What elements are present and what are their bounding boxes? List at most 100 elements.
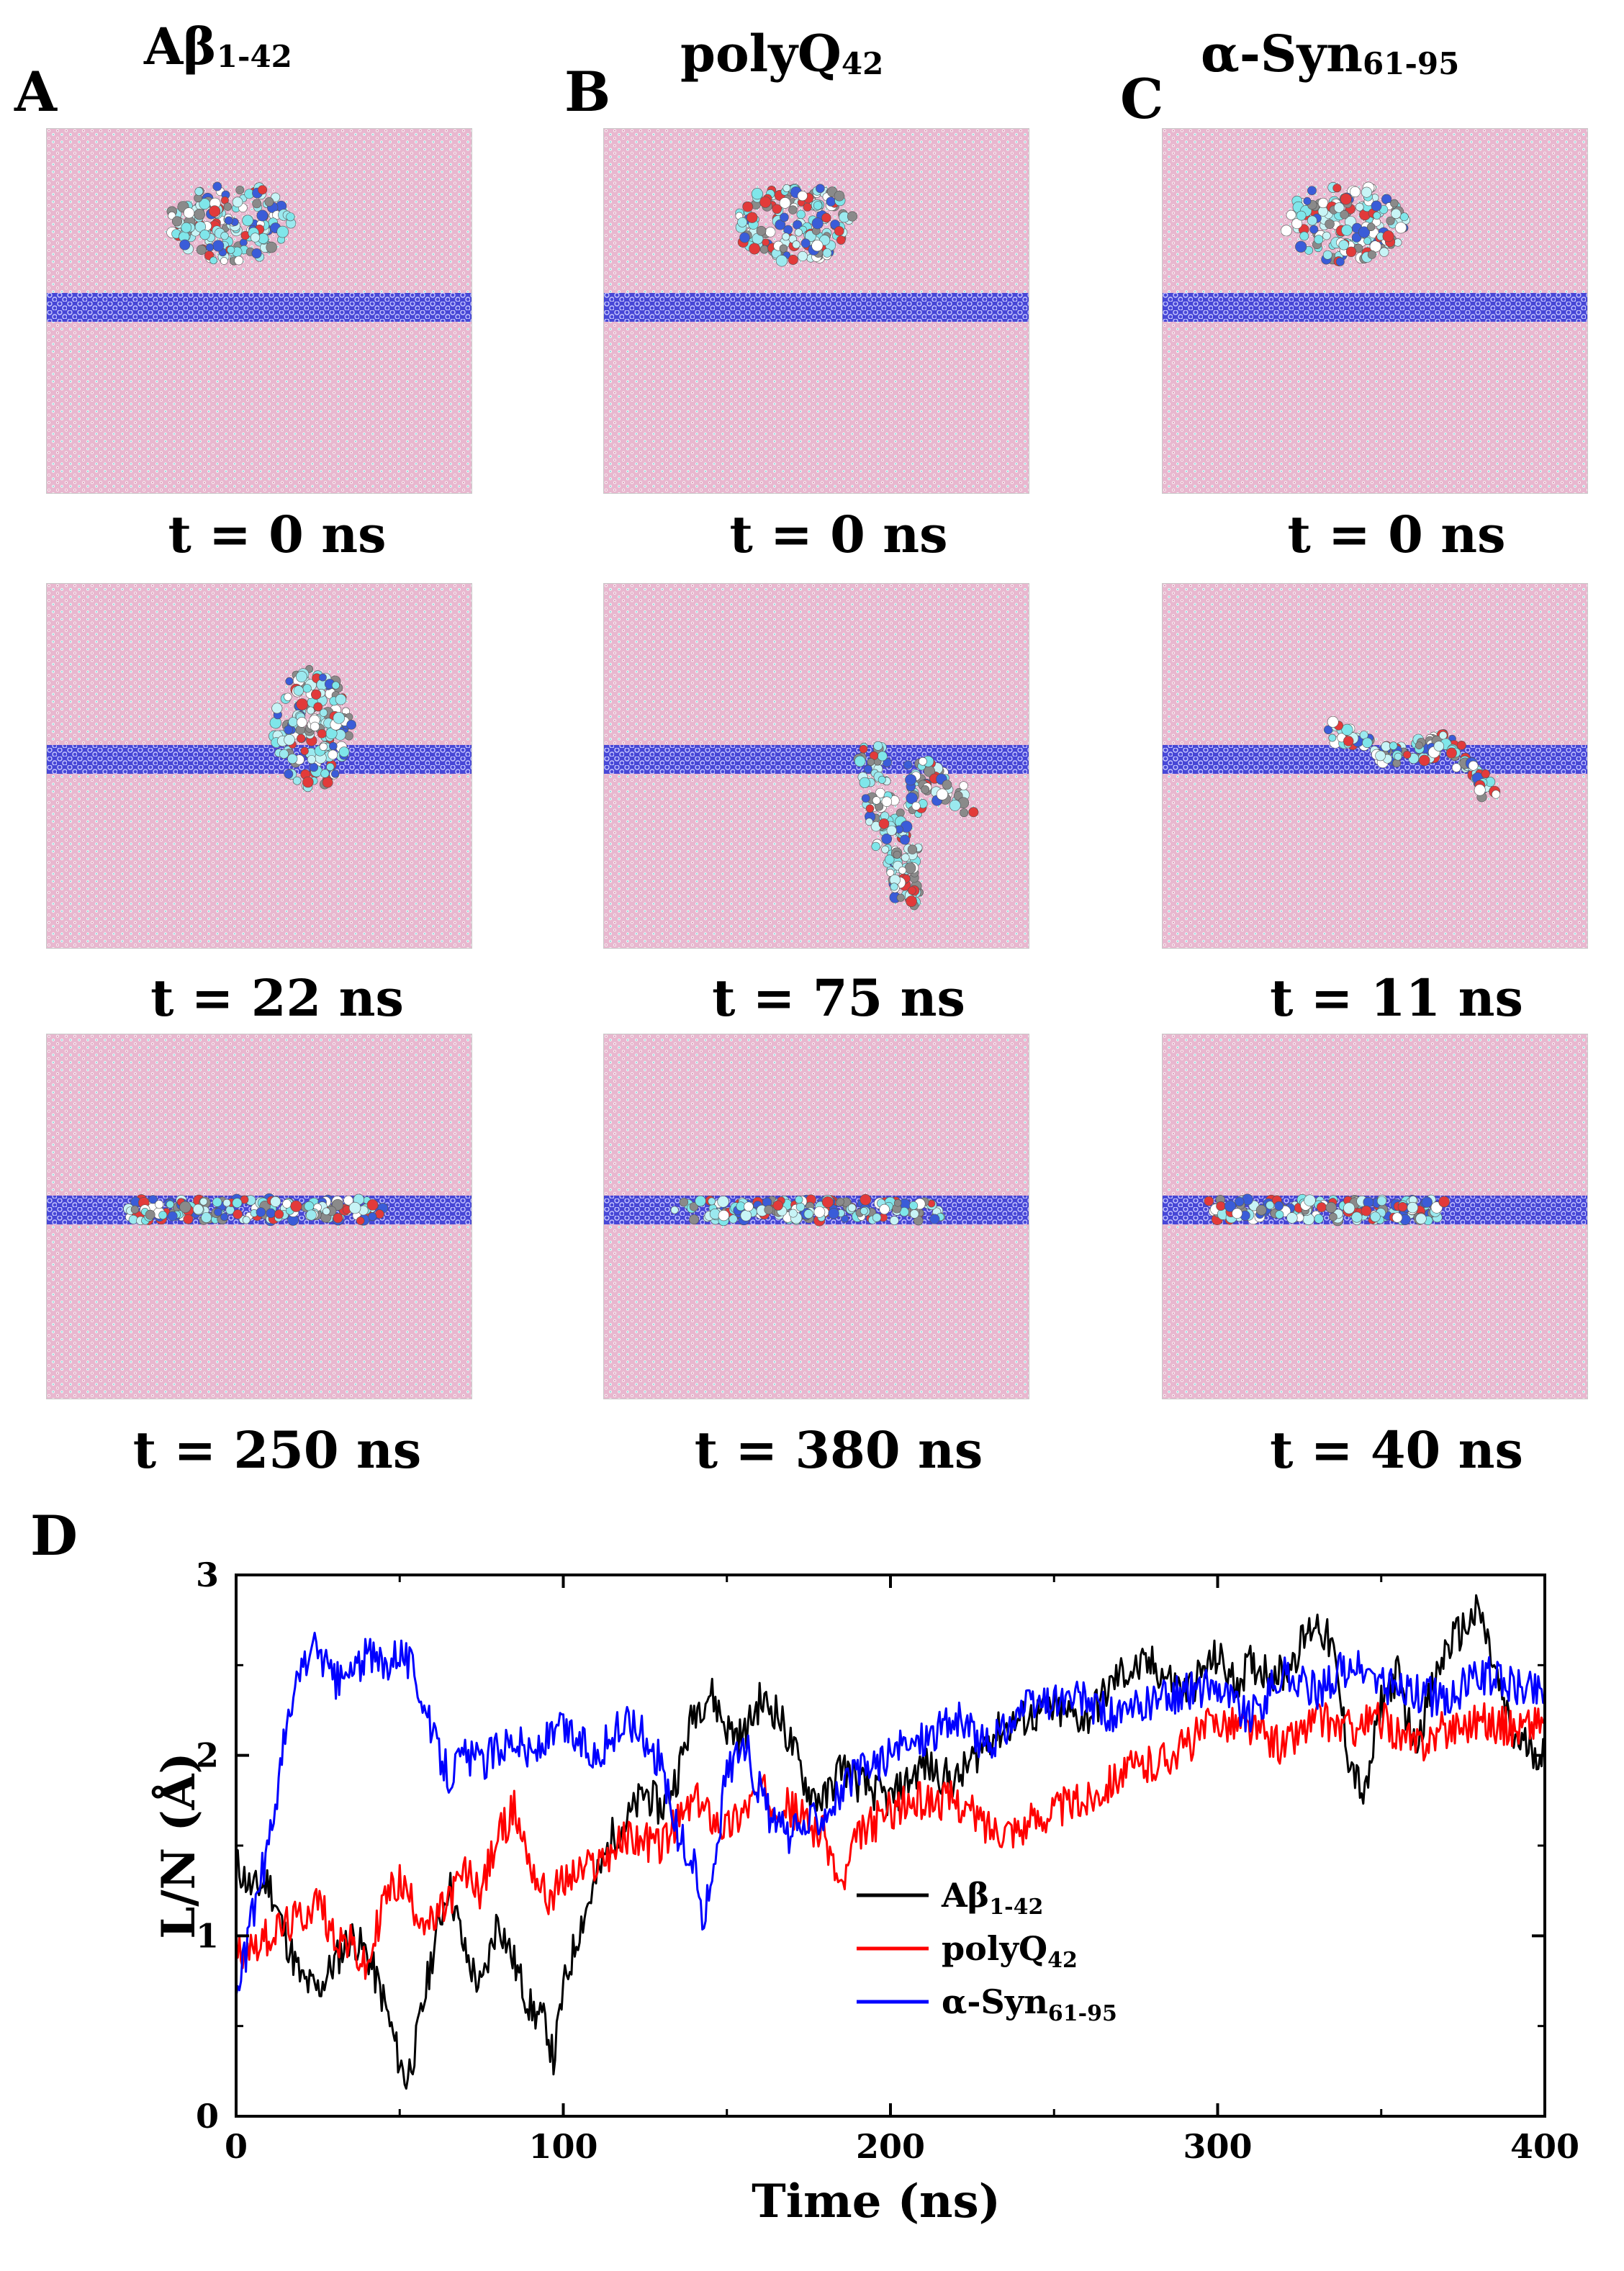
- peptide-atom: [220, 1213, 229, 1222]
- peptide-atom: [803, 1209, 813, 1219]
- peptide-atom: [1286, 209, 1296, 220]
- peptide-atom: [1371, 200, 1382, 212]
- peptide-atom: [284, 725, 294, 735]
- peptide-atom: [276, 225, 289, 238]
- peptide-atom: [865, 804, 875, 813]
- peptide-atom: [1296, 210, 1307, 221]
- peptide-atom: [689, 1202, 699, 1211]
- peptide-atom: [927, 1199, 936, 1208]
- peptide-atom: [886, 869, 895, 877]
- peptide-atom: [1343, 736, 1354, 746]
- peptide-atom: [145, 1209, 155, 1220]
- snapshot-b-0: [603, 128, 1029, 494]
- peptide-atom: [1235, 1196, 1245, 1206]
- panel-label-a: A: [14, 60, 57, 124]
- peptide-atom: [209, 205, 221, 217]
- peptide-atom: [179, 1201, 191, 1214]
- peptide-atom: [1338, 240, 1349, 250]
- peptide-atom: [288, 717, 298, 727]
- peptide-atom: [1419, 754, 1430, 767]
- peptide-atom: [1334, 202, 1345, 213]
- legend-label-main: Aβ: [941, 1876, 989, 1915]
- peptide-atom: [921, 785, 930, 794]
- peptide-atom: [224, 216, 233, 225]
- peptide-atom: [1295, 240, 1307, 253]
- peptide-atom: [212, 1197, 222, 1207]
- legend-label-2: α-Syn61-95: [942, 1982, 1117, 2026]
- peptide-atom: [233, 1209, 243, 1219]
- peptide-atom: [322, 1207, 330, 1216]
- peptide-atom: [368, 1212, 377, 1222]
- graphene-channel: [47, 293, 472, 322]
- peptide-atom: [903, 760, 913, 769]
- peptide-atom: [1390, 199, 1399, 208]
- peptide-atom: [751, 188, 764, 200]
- peptide-atom: [908, 886, 916, 895]
- peptide-atom: [256, 1207, 266, 1217]
- peptide-atom: [271, 703, 283, 714]
- peptide-atom: [890, 1216, 899, 1225]
- time-label-c-2: t = 40 ns: [1270, 1420, 1523, 1480]
- snapshot-render: [1163, 1034, 1587, 1399]
- peptide-atom: [881, 834, 893, 844]
- peptide-atom: [1382, 230, 1394, 243]
- y-tick-label: 2: [196, 1736, 219, 1775]
- peptide-atom: [795, 1202, 806, 1211]
- time-label-b-0: t = 0 ns: [729, 505, 948, 564]
- peptide-atom: [1421, 1196, 1433, 1208]
- peptide-atom: [1355, 202, 1364, 212]
- peptide-atom: [1399, 212, 1409, 222]
- peptide-atom: [816, 184, 825, 194]
- peptide-atom: [836, 235, 846, 245]
- peptide-atom: [881, 796, 893, 807]
- peptide-atom: [909, 1201, 919, 1210]
- plot-frame: [235, 1574, 1546, 2118]
- time-label-a-0: t = 0 ns: [168, 505, 387, 564]
- peptide-atom: [194, 187, 204, 196]
- peptide-atom: [317, 728, 327, 739]
- peptide-atom: [199, 1197, 208, 1206]
- peptide-atom: [1397, 1201, 1408, 1212]
- peptide-atom: [304, 1201, 315, 1211]
- peptide-atom: [330, 769, 340, 778]
- peptide-atom: [1370, 1211, 1381, 1222]
- peptide-atom: [1299, 231, 1309, 241]
- peptide-atom: [199, 230, 210, 240]
- legend-label-main: α-Syn: [942, 1982, 1048, 2021]
- peptide-atom: [794, 228, 803, 237]
- peptide-atom: [893, 851, 901, 859]
- peptide-atom: [302, 776, 314, 788]
- peptide-atom: [1363, 237, 1371, 245]
- peptide-atom: [239, 238, 248, 247]
- peptide-atom: [910, 1209, 919, 1219]
- peptide-atom: [305, 1209, 317, 1221]
- peptide-atom: [155, 1200, 164, 1209]
- peptide-atom: [319, 673, 327, 682]
- peptide-atom: [896, 893, 905, 902]
- peptide-atom: [1322, 231, 1331, 240]
- peptide-atom: [1394, 752, 1402, 761]
- peptide-atom: [1327, 715, 1339, 728]
- peptide-atom: [728, 1214, 738, 1224]
- peptide-atom: [181, 222, 192, 233]
- peptide-atom: [297, 717, 307, 728]
- peptide-atom: [264, 197, 274, 207]
- snapshot-c-1: [1162, 583, 1588, 949]
- peptide-atom: [834, 226, 844, 236]
- peptide-atom: [266, 241, 277, 253]
- peptide-atom: [905, 774, 917, 786]
- peptide-atom: [214, 1208, 222, 1216]
- x-tick-label: 200: [856, 2127, 925, 2166]
- peptide-atom: [1216, 1201, 1226, 1211]
- peptide-atom: [847, 1204, 857, 1212]
- peptide-atom: [227, 245, 235, 254]
- peptide-atom: [959, 781, 968, 790]
- peptide-atom: [266, 1208, 276, 1219]
- peptide-atom: [803, 202, 812, 212]
- snapshot-b-2: [603, 1034, 1029, 1399]
- peptide-atom: [1281, 225, 1292, 237]
- peptide-atom: [881, 845, 890, 854]
- graphene-channel: [604, 293, 1029, 322]
- peptide-atom: [788, 254, 798, 265]
- peptide-atom: [919, 757, 927, 766]
